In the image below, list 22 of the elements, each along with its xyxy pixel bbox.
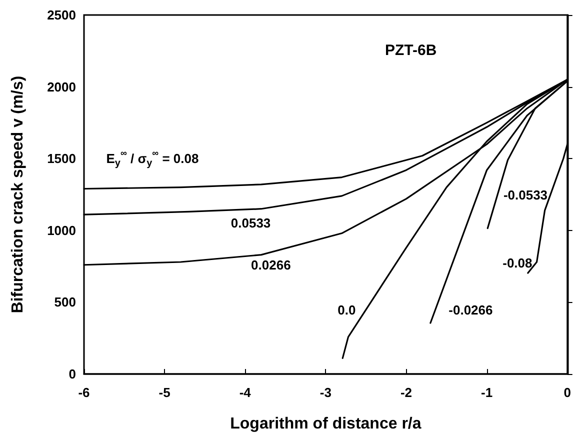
x-axis-title: Logarithm of distance r/a [230, 416, 422, 432]
y-tick-label: 0 [68, 366, 76, 382]
x-tick-label: 0 [564, 385, 571, 400]
x-tick-label: -1 [481, 385, 493, 400]
x-tick-label: -6 [78, 385, 90, 400]
x-tick-label: -3 [320, 385, 332, 400]
y-tick-label: 2000 [47, 79, 76, 94]
x-tick-label: -2 [400, 385, 412, 400]
text: PZT-6B [385, 42, 437, 59]
y-axis-title: Bifurcation crack speed v (m/s) [10, 76, 26, 314]
annotation: 0.0 [338, 302, 356, 318]
y-tick-label: 1500 [47, 151, 76, 166]
y-tick-label: 500 [54, 294, 76, 310]
x-tick-label: -4 [239, 385, 252, 400]
annotation: -0.08 [502, 255, 532, 270]
annotation: 0.0533 [230, 216, 271, 231]
y-tick-label: 2500 [47, 8, 76, 22]
annotation: 0.0266 [251, 257, 291, 272]
annotation: -0.0533 [503, 187, 548, 202]
x-tick-label: -5 [158, 385, 170, 400]
y-tick-label: 1000 [47, 222, 76, 238]
annotation: -0.0266 [448, 302, 493, 318]
